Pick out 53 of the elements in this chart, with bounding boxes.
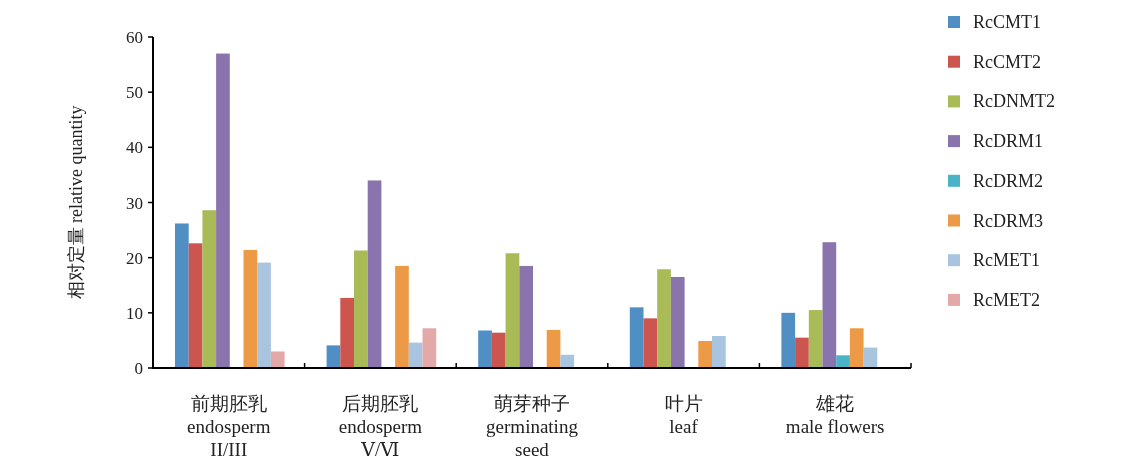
x-tick-label: 雄花 male flowers	[785, 393, 885, 437]
bar	[408, 342, 423, 368]
x-tick-label: 后期胚乳 endosperm Ⅴ/Ⅵ	[338, 393, 423, 460]
legend-label: RcCMT2	[973, 51, 1042, 72]
y-axis-title: 相对定量 relative quantity	[66, 105, 86, 300]
y-tick-label: 20	[126, 248, 143, 268]
y-tick-label: 10	[126, 303, 143, 323]
x-tick-label: 叶片 leaf	[664, 393, 703, 437]
bar	[795, 337, 809, 368]
bar	[836, 355, 850, 368]
bar	[781, 312, 796, 368]
bar	[808, 310, 823, 368]
bar	[519, 265, 533, 368]
legend-label: RcMET1	[973, 250, 1040, 271]
y-tick-label: 40	[126, 138, 143, 158]
bar	[560, 354, 575, 368]
bar	[629, 307, 644, 368]
bar	[326, 345, 341, 368]
bar	[670, 276, 685, 368]
y-tick-label: 0	[134, 359, 143, 378]
legend-label: RcDRM1	[973, 131, 1044, 152]
bar	[643, 318, 658, 368]
bar	[478, 330, 492, 368]
x-tick-label: 萌芽种子 germinating seed	[486, 393, 579, 460]
bar	[340, 297, 354, 368]
bar	[188, 243, 203, 368]
legend-label: RcDRM3	[973, 210, 1044, 231]
bar	[491, 332, 506, 368]
y-tick-label: 60	[126, 28, 143, 47]
bar	[202, 210, 217, 368]
bar	[505, 253, 520, 368]
bar	[354, 250, 368, 368]
bar	[849, 328, 864, 368]
bar	[257, 262, 271, 368]
legend-label: RcDRM2	[973, 170, 1044, 191]
bar	[243, 249, 258, 368]
y-tick-label: 30	[126, 193, 143, 213]
bar	[546, 329, 561, 368]
bar	[822, 242, 837, 368]
bar	[367, 180, 382, 368]
bar	[698, 340, 712, 368]
bar	[422, 328, 437, 368]
bar	[270, 351, 285, 368]
bar	[712, 336, 726, 368]
legend-label: RcCMT1	[973, 12, 1042, 32]
x-tick-label: 前期胚乳 endosperm II/III	[187, 393, 271, 460]
y-tick-label: 50	[126, 83, 143, 103]
bar	[175, 223, 189, 368]
bar	[395, 265, 409, 368]
bar	[657, 269, 671, 368]
bar	[216, 53, 230, 368]
legend-label: RcDNMT2	[973, 91, 1055, 112]
legend-label: RcMET2	[973, 289, 1040, 310]
